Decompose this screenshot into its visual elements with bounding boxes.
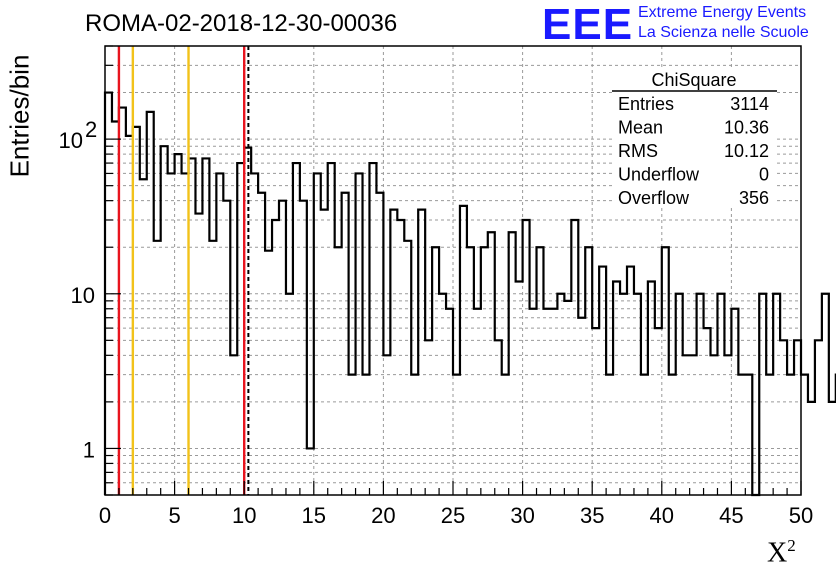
x-tick-label: 10 — [232, 503, 256, 528]
stats-value: 356 — [739, 188, 769, 208]
y-tick-label: 1 — [83, 437, 95, 462]
x-tick-label: 0 — [99, 503, 111, 528]
y-tick-label: 10 — [59, 128, 83, 153]
eee-logo: EEE Extreme Energy Events La Scienza nel… — [542, 0, 836, 49]
x-tick-label: 5 — [168, 503, 180, 528]
stats-label: Underflow — [618, 165, 700, 185]
x-tick-label: 25 — [441, 503, 465, 528]
stats-value: 10.36 — [724, 118, 769, 138]
stats-label: Entries — [618, 94, 674, 114]
x-tick-label: 35 — [580, 503, 604, 528]
logo-line-1: Extreme Energy Events — [638, 4, 807, 21]
x-tick-label: 45 — [719, 503, 743, 528]
stats-value: 10.12 — [724, 141, 769, 161]
x-tick-label: 15 — [302, 503, 326, 528]
stats-label: Overflow — [618, 188, 690, 208]
x-tick-label: 40 — [650, 503, 674, 528]
x-axis-title-exponent: 2 — [787, 536, 796, 555]
stats-label: Mean — [618, 118, 663, 138]
x-axis-title-base: X — [767, 537, 788, 569]
logo-mark: EEE — [542, 0, 634, 49]
logo-line-2: La Scienza nelle Scuole — [638, 24, 809, 41]
page-title: ROMA-02-2018-12-30-00036 — [85, 10, 398, 37]
stats-value: 3114 — [730, 94, 769, 114]
x-tick-label: 50 — [789, 503, 813, 528]
stats-title: ChiSquare — [651, 70, 736, 90]
x-axis-title: X2 — [767, 536, 796, 569]
x-tick-label: 20 — [371, 503, 395, 528]
x-tick-label: 30 — [510, 503, 534, 528]
y-tick-label: 10 — [71, 283, 95, 308]
stats-label: RMS — [618, 141, 658, 161]
y-tick-label-exponent: 2 — [85, 117, 97, 142]
histogram-outline — [103, 91, 836, 497]
stats-value: 0 — [759, 165, 769, 185]
